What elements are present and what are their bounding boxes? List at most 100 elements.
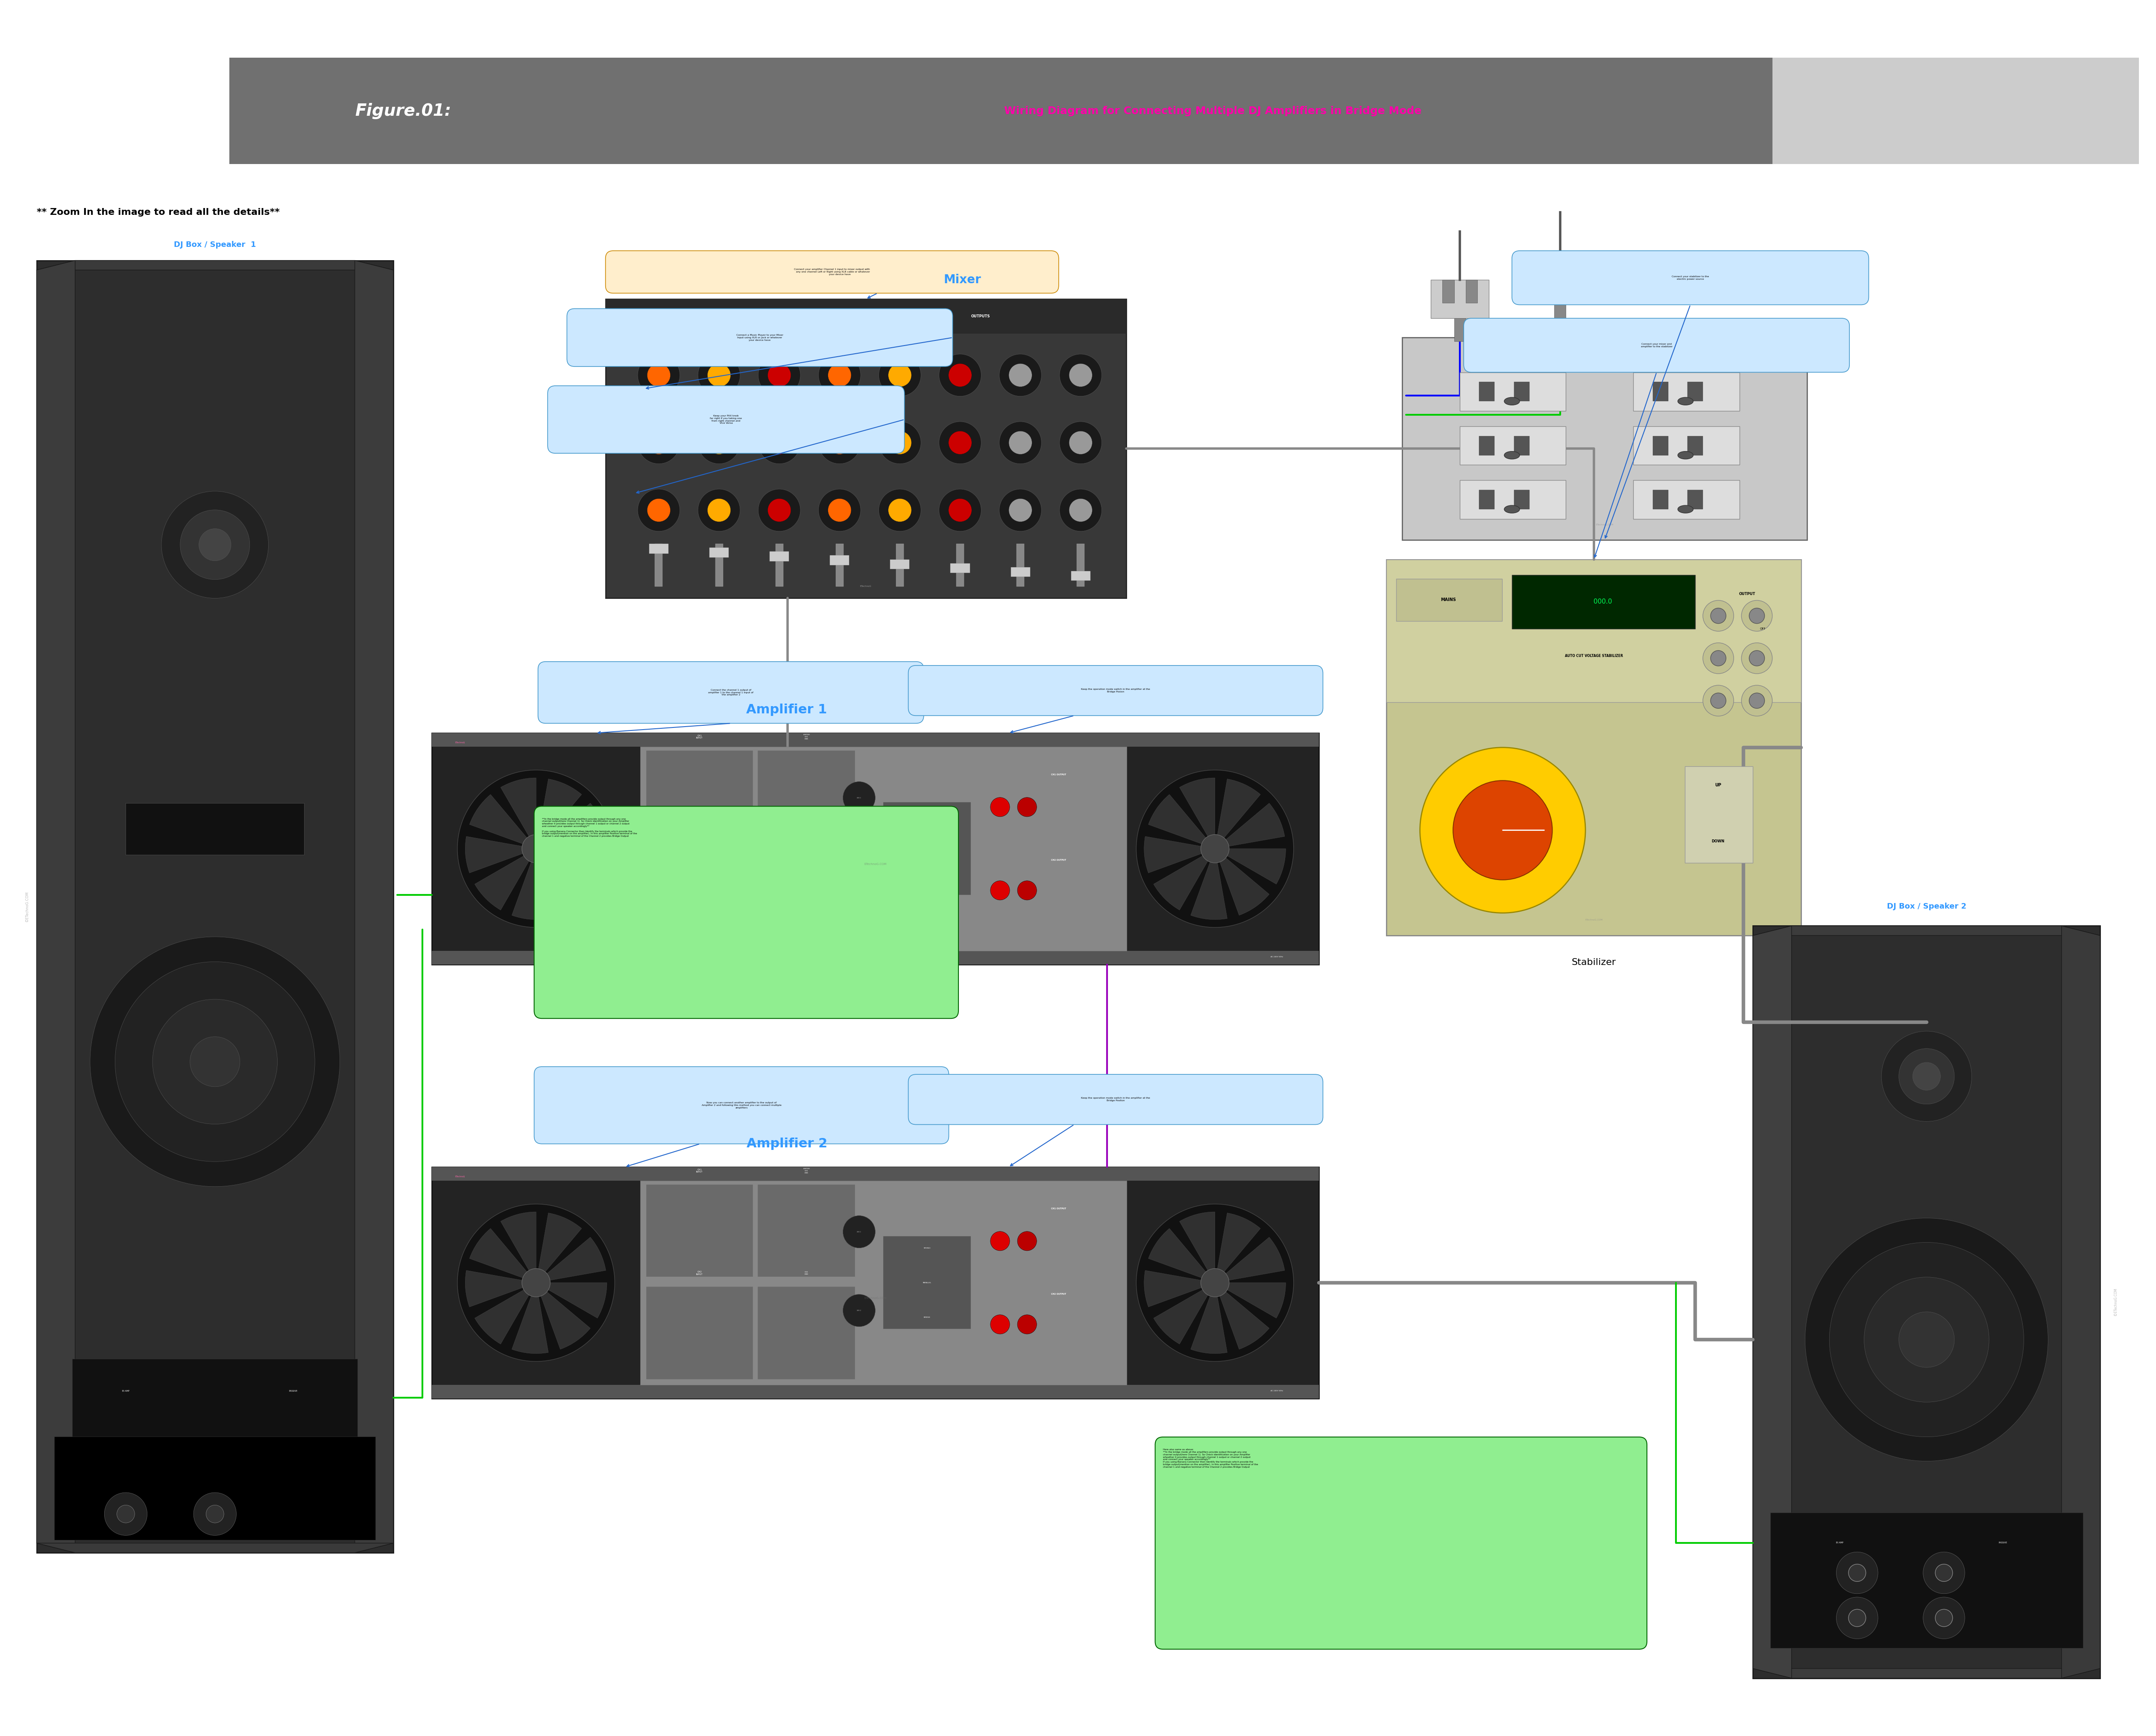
- Circle shape: [638, 354, 679, 396]
- Ellipse shape: [1677, 505, 1692, 514]
- Circle shape: [1899, 1049, 1953, 1104]
- Bar: [1386, 559, 1800, 936]
- Text: Mixer: Mixer: [944, 274, 981, 286]
- Bar: [1442, 279, 1453, 302]
- FancyBboxPatch shape: [567, 309, 953, 366]
- Text: Connect your mixer and
amplifier to the stabilizer: Connect your mixer and amplifier to the …: [1641, 344, 1673, 347]
- Bar: [73, 1359, 358, 1488]
- Bar: [1531, 260, 1589, 299]
- Circle shape: [647, 498, 671, 523]
- Bar: [649, 543, 668, 554]
- Circle shape: [768, 363, 791, 387]
- Circle shape: [1703, 642, 1733, 674]
- Wedge shape: [537, 1283, 591, 1349]
- Circle shape: [1059, 490, 1102, 531]
- Circle shape: [843, 1215, 875, 1248]
- Wedge shape: [1216, 804, 1285, 849]
- Bar: [1401, 337, 1807, 540]
- Bar: [884, 1236, 970, 1330]
- Bar: [1072, 571, 1091, 580]
- Text: ETechno$: ETechno$: [455, 741, 466, 743]
- Bar: [1770, 1512, 2083, 1647]
- Circle shape: [1936, 1609, 1953, 1627]
- Circle shape: [888, 498, 912, 523]
- Bar: [830, 556, 849, 566]
- FancyBboxPatch shape: [1464, 318, 1850, 372]
- Circle shape: [181, 510, 250, 580]
- Circle shape: [707, 498, 731, 523]
- Circle shape: [819, 422, 860, 464]
- Polygon shape: [1753, 925, 2100, 936]
- Circle shape: [522, 835, 550, 863]
- FancyBboxPatch shape: [535, 1066, 949, 1144]
- Bar: [897, 543, 903, 587]
- Bar: [1634, 481, 1740, 519]
- Wedge shape: [1145, 1271, 1216, 1307]
- Polygon shape: [37, 260, 392, 271]
- Bar: [647, 1184, 752, 1278]
- Wedge shape: [470, 1229, 537, 1283]
- Bar: [1460, 481, 1565, 519]
- Circle shape: [1749, 608, 1764, 623]
- Text: DJ Box / Speaker 2: DJ Box / Speaker 2: [1886, 903, 1966, 910]
- Bar: [37, 260, 392, 1552]
- Circle shape: [1742, 642, 1772, 674]
- Bar: [957, 543, 964, 587]
- Circle shape: [949, 431, 972, 455]
- Text: Stabilizer: Stabilizer: [1572, 958, 1617, 967]
- Bar: [884, 802, 970, 896]
- Circle shape: [828, 363, 852, 387]
- Circle shape: [114, 962, 315, 1161]
- Circle shape: [1710, 693, 1727, 708]
- Text: CH2
INPUT: CH2 INPUT: [696, 837, 703, 842]
- Bar: [1453, 318, 1466, 342]
- Circle shape: [880, 354, 921, 396]
- Polygon shape: [37, 1543, 392, 1552]
- Circle shape: [1742, 601, 1772, 632]
- Bar: [229, 57, 1772, 163]
- Circle shape: [699, 422, 740, 464]
- Text: ETechno$: ETechno$: [455, 1175, 466, 1177]
- Circle shape: [1059, 422, 1102, 464]
- Bar: [431, 1167, 1319, 1399]
- Bar: [951, 562, 970, 573]
- Text: LIMITER
CH1
LINK: LIMITER CH1 LINK: [802, 1168, 811, 1174]
- Bar: [770, 552, 789, 561]
- Text: ETechnoG.COM: ETechnoG.COM: [1585, 918, 1602, 922]
- Circle shape: [768, 498, 791, 523]
- Circle shape: [1923, 1597, 1964, 1639]
- Bar: [1386, 559, 1800, 703]
- Text: Keep your PAX knob
far right if you taking one
from right channel and
Vice Versa: Keep your PAX knob far right if you taki…: [709, 415, 742, 424]
- Circle shape: [1009, 498, 1033, 523]
- Wedge shape: [511, 849, 548, 920]
- Circle shape: [888, 431, 912, 455]
- Wedge shape: [511, 1283, 548, 1354]
- Bar: [1654, 490, 1669, 509]
- Circle shape: [1749, 693, 1764, 708]
- Bar: [606, 299, 1125, 333]
- Text: ETechnoG: ETechnoG: [860, 585, 871, 587]
- Circle shape: [998, 354, 1041, 396]
- Bar: [640, 746, 1128, 951]
- Bar: [1479, 490, 1494, 509]
- Text: CH1
INPUT: CH1 INPUT: [696, 1168, 703, 1174]
- Circle shape: [699, 354, 740, 396]
- Circle shape: [843, 1295, 875, 1326]
- Wedge shape: [466, 1271, 537, 1307]
- Circle shape: [759, 354, 800, 396]
- Text: ETechnoG.COM: ETechnoG.COM: [1595, 524, 1613, 526]
- Wedge shape: [1216, 849, 1285, 884]
- Text: CH2 OUTPUT: CH2 OUTPUT: [1050, 859, 1065, 861]
- Text: CH1 OUTPUT: CH1 OUTPUT: [1050, 1208, 1065, 1210]
- Circle shape: [1069, 431, 1093, 455]
- Circle shape: [1009, 363, 1033, 387]
- Text: DJ Box / Speaker  1: DJ Box / Speaker 1: [175, 241, 257, 248]
- Wedge shape: [537, 849, 606, 884]
- Bar: [54, 1436, 375, 1540]
- Wedge shape: [470, 795, 537, 849]
- Text: **In the bridge mode all the amplifiers provide output through any one
channel o: **In the bridge mode all the amplifiers …: [541, 818, 636, 837]
- Circle shape: [647, 363, 671, 387]
- Circle shape: [1069, 363, 1093, 387]
- Circle shape: [1018, 1314, 1037, 1333]
- Circle shape: [1912, 1062, 1940, 1090]
